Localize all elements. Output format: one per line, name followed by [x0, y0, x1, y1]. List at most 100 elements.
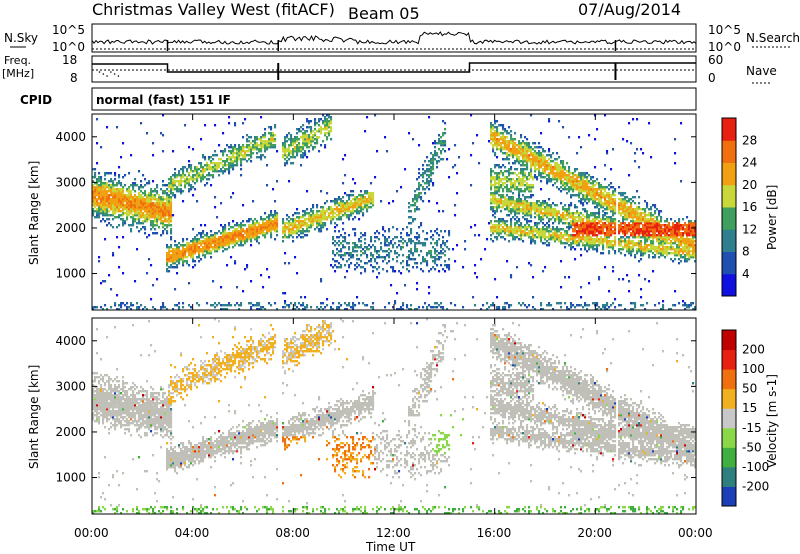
range-cell — [186, 170, 189, 173]
range-cell — [180, 168, 183, 171]
range-cell — [116, 198, 119, 201]
range-cell — [170, 184, 173, 187]
range-cell — [504, 140, 507, 143]
range-cell — [586, 190, 589, 193]
range-cell — [342, 196, 345, 199]
range-cell — [574, 182, 577, 185]
range-cell — [216, 246, 219, 249]
range-cell — [570, 244, 573, 247]
range-cell — [596, 240, 599, 243]
range-cell — [226, 264, 229, 267]
range-cell — [152, 220, 155, 223]
range-cell — [204, 158, 207, 161]
range-cell — [352, 206, 355, 209]
range-cell — [110, 188, 113, 191]
range-cell — [268, 302, 271, 305]
range-cell — [520, 228, 523, 231]
range-cell — [108, 274, 111, 277]
range-cell — [528, 224, 531, 227]
range-cell — [156, 206, 159, 209]
range-cell — [290, 136, 293, 139]
range-cell — [344, 254, 347, 257]
range-cell — [540, 174, 543, 177]
range-cell — [208, 156, 211, 159]
range-cell — [346, 204, 349, 207]
range-cell — [302, 304, 305, 307]
range-cell — [274, 140, 277, 143]
range-cell — [436, 202, 439, 205]
range-cell — [126, 204, 129, 207]
range-cell — [556, 186, 559, 189]
range-cell — [584, 246, 587, 249]
range-cell — [156, 218, 159, 221]
range-cell — [430, 230, 433, 233]
range-cell — [558, 218, 561, 221]
cpid-panel-frame — [91, 87, 697, 111]
range-cell — [204, 234, 207, 237]
range-cell — [582, 218, 585, 221]
range-cell — [410, 242, 413, 245]
range-cell — [540, 180, 543, 183]
range-cell — [104, 210, 107, 213]
range-cell — [330, 264, 333, 267]
range-cell — [546, 240, 549, 243]
range-cell — [316, 224, 319, 227]
range-cell — [318, 222, 321, 225]
range-cell — [570, 216, 573, 219]
range-cell — [296, 232, 299, 235]
range-cell — [122, 224, 125, 227]
range-cell — [264, 132, 267, 135]
range-cell — [302, 210, 305, 213]
range-cell — [292, 142, 295, 145]
range-cell — [134, 212, 137, 215]
range-cell — [516, 174, 519, 177]
range-cell — [320, 216, 323, 219]
range-cell — [300, 136, 303, 139]
range-cell — [344, 236, 347, 239]
range-cell — [250, 236, 253, 239]
range-cell — [562, 164, 565, 167]
range-cell — [522, 182, 525, 185]
range-cell — [242, 290, 245, 293]
range-cell — [410, 210, 413, 213]
range-cell — [508, 230, 511, 233]
range-cell — [136, 302, 139, 305]
range-cell — [282, 154, 285, 157]
range-cell — [392, 258, 395, 261]
range-cell — [302, 228, 305, 231]
range-cell — [126, 198, 129, 201]
range-cell — [254, 226, 257, 229]
range-cell — [214, 234, 217, 237]
range-cell — [266, 226, 269, 229]
range-cell — [594, 212, 597, 215]
range-cell — [576, 236, 579, 239]
range-cell — [166, 214, 169, 217]
range-cell — [130, 304, 133, 307]
range-cell — [578, 194, 581, 197]
range-cell — [128, 208, 131, 211]
range-cell — [562, 160, 565, 163]
range-cell — [510, 212, 513, 215]
range-cell — [98, 194, 101, 197]
range-cell — [98, 172, 101, 175]
range-cell — [188, 304, 191, 307]
range-cell — [102, 280, 105, 283]
range-cell — [494, 140, 497, 143]
range-cell — [578, 242, 581, 245]
range-cell — [264, 226, 267, 229]
range-cell — [500, 184, 503, 187]
range-cell — [506, 154, 509, 157]
range-cell — [318, 120, 321, 123]
range-cell — [182, 254, 185, 257]
range-cell — [236, 302, 239, 305]
range-cell — [180, 256, 183, 259]
range-cell — [356, 212, 359, 215]
range-cell — [524, 154, 527, 157]
range-cell — [500, 230, 503, 233]
range-cell — [592, 248, 595, 251]
range-cell — [502, 236, 505, 239]
range-cell — [234, 158, 237, 161]
range-cell — [292, 144, 295, 147]
range-cell — [586, 172, 589, 175]
range-cell — [286, 226, 289, 229]
